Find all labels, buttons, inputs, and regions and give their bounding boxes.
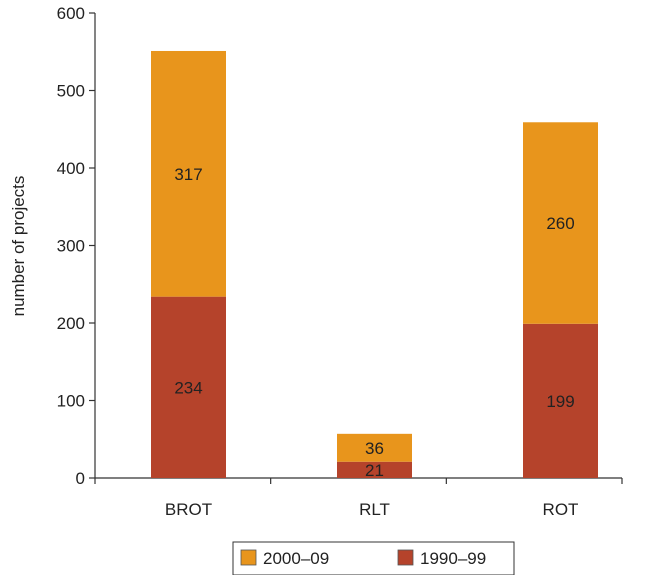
data-label: 260	[546, 214, 574, 233]
y-tick-label: 300	[57, 237, 85, 256]
bar-rlt-series-1	[337, 433, 412, 462]
legend-swatch	[240, 549, 257, 566]
y-axis-label: number of projects	[9, 176, 28, 317]
data-label: 199	[546, 392, 574, 411]
data-label: 36	[365, 439, 384, 458]
legend: 2000–09 1990–99	[232, 541, 515, 575]
bar-rot-series-0	[523, 323, 598, 478]
data-labels-group: 234 317 21 36 199 260	[174, 165, 574, 480]
legend-swatch	[397, 549, 414, 566]
data-label: 21	[365, 461, 384, 480]
bar-brot-series-0	[151, 296, 226, 478]
bar-rot-series-1	[523, 122, 598, 324]
y-tick-label: 600	[57, 4, 85, 23]
x-tick-label: BROT	[165, 500, 212, 519]
data-label: 317	[174, 165, 202, 184]
y-axis: 0 100 200 300 400 500 600	[57, 4, 96, 488]
y-tick-label: 200	[57, 314, 85, 333]
y-tick-label: 100	[57, 392, 85, 411]
x-tick-label: ROT	[543, 500, 579, 519]
y-tick-label: 400	[57, 159, 85, 178]
y-tick-label: 500	[57, 82, 85, 101]
x-axis: BROT RLT ROT	[94, 477, 623, 519]
legend-label: 1990–99	[420, 549, 486, 568]
y-tick-label: 0	[76, 469, 85, 488]
bars-group	[151, 50, 598, 478]
legend-box	[232, 541, 515, 575]
data-label: 234	[174, 378, 202, 397]
bar-brot-series-1	[151, 50, 226, 297]
bar-rlt-series-0	[337, 461, 412, 478]
legend-label: 2000–09	[263, 549, 329, 568]
x-tick-label: RLT	[359, 500, 390, 519]
